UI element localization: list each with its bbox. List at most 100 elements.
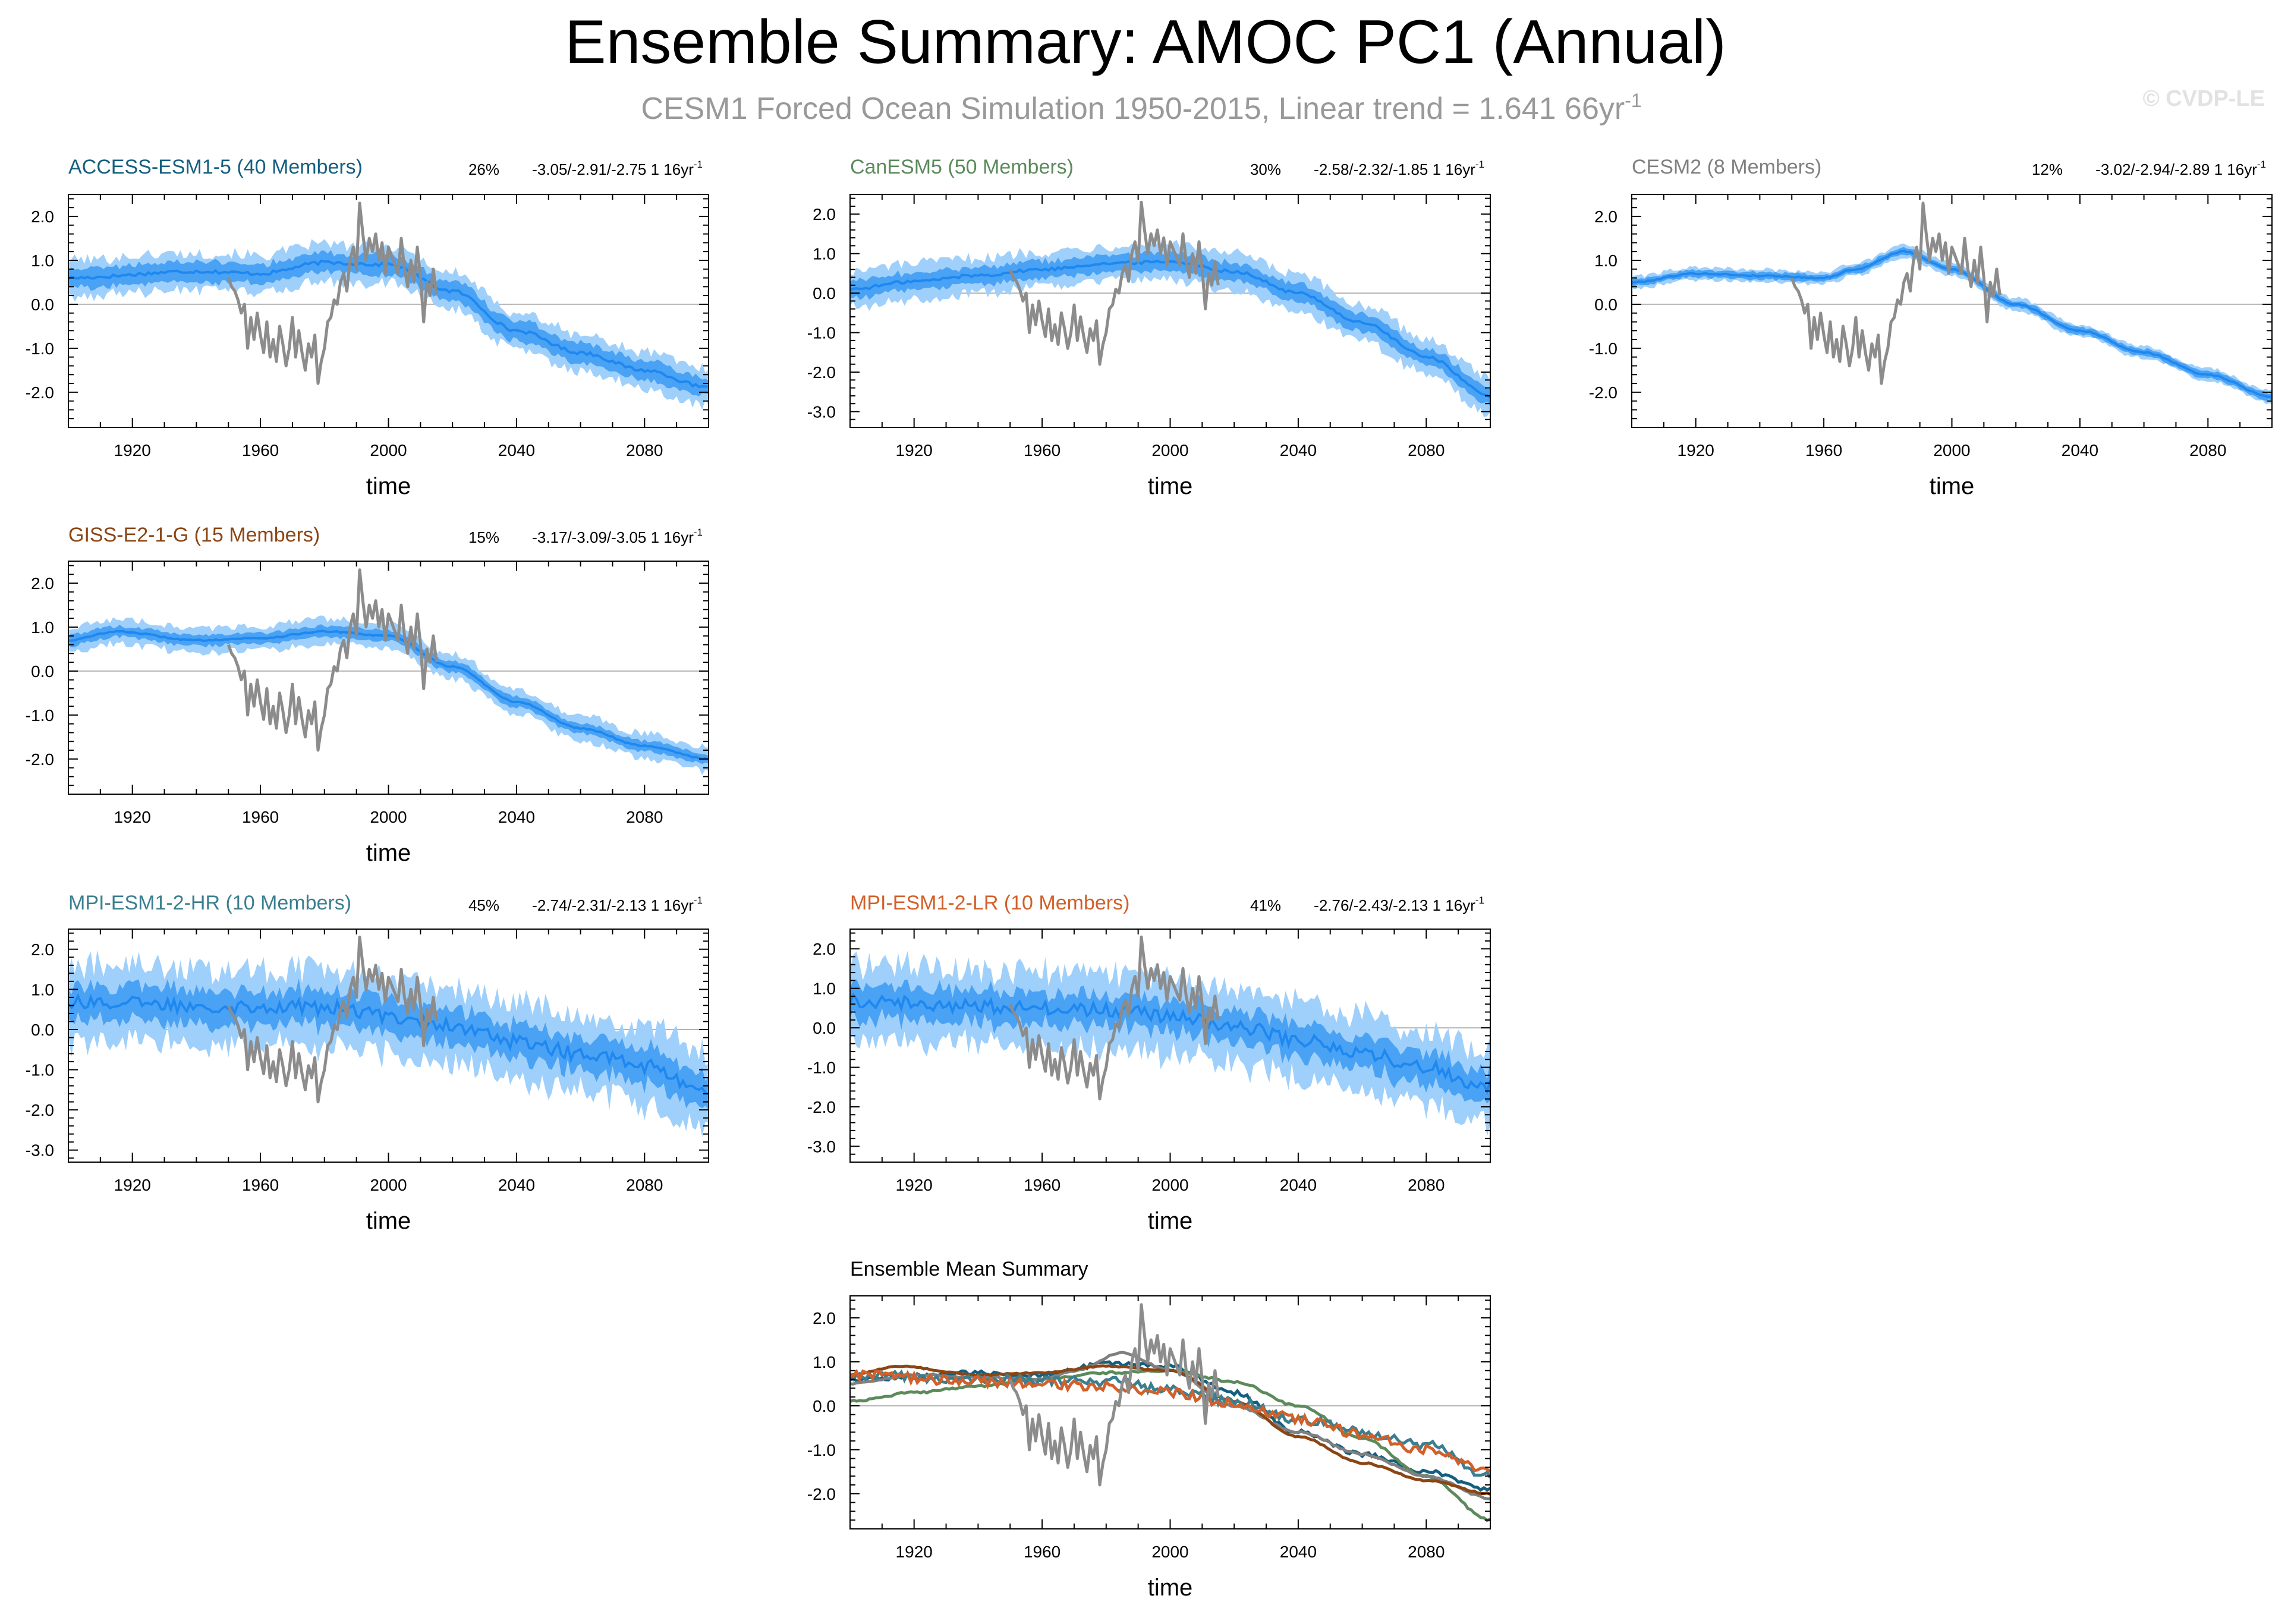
xtick-label-cesm2: 2080 bbox=[2189, 441, 2226, 459]
plot-area-mpihr bbox=[68, 936, 709, 1138]
ytick-label-canesm: 0.0 bbox=[813, 284, 836, 303]
xtick-label-cesm2: 2000 bbox=[1933, 441, 1970, 459]
plot-area-access bbox=[68, 202, 709, 410]
panel-title-canesm: CanESM5 (50 Members) bbox=[850, 156, 1074, 178]
xtick-label-mpihr: 1960 bbox=[242, 1176, 279, 1194]
panel-frame-access bbox=[68, 194, 709, 428]
panel-stats-sup-mpihr: -1 bbox=[694, 895, 703, 906]
ytick-label-mpilr: -1.0 bbox=[807, 1059, 836, 1077]
xtick-label-access: 2000 bbox=[370, 441, 407, 459]
xtick-label-mpihr: 2040 bbox=[498, 1176, 535, 1194]
band-inner-mpihr bbox=[68, 978, 709, 1110]
xtick-label-canesm: 2000 bbox=[1151, 441, 1188, 459]
xtick-label-summary: 1960 bbox=[1024, 1543, 1060, 1561]
panel-stats-mpilr: -2.76/-2.43/-2.13 1 16yr-1 bbox=[1314, 895, 1484, 914]
ensemble-mean-line-canesm bbox=[850, 259, 1490, 398]
ytick-label-canesm: -3.0 bbox=[807, 402, 836, 421]
xtick-label-giss: 1920 bbox=[114, 808, 151, 826]
panel-stats-text-mpilr: -2.76/-2.43/-2.13 1 16yr bbox=[1314, 896, 1475, 914]
panel-stats-giss: -3.17/-3.09/-3.05 1 16yr-1 bbox=[532, 527, 703, 546]
xtick-label-mpihr: 1920 bbox=[114, 1176, 151, 1194]
subtitle-text: CESM1 Forced Ocean Simulation 1950-2015,… bbox=[641, 92, 1625, 126]
ytick-label-access: 2.0 bbox=[31, 207, 54, 226]
ensemble-mean-line-cesm2 bbox=[1632, 250, 2272, 398]
xlabel-canesm: time bbox=[1148, 473, 1193, 499]
panel-pct-giss: 15% bbox=[468, 528, 499, 546]
xlabel-mpilr: time bbox=[1148, 1208, 1193, 1234]
ytick-label-cesm2: 1.0 bbox=[1594, 251, 1617, 270]
ytick-label-cesm2: -1.0 bbox=[1589, 339, 1617, 358]
xlabel-access: time bbox=[366, 473, 411, 499]
ytick-label-giss: 1.0 bbox=[31, 618, 54, 637]
watermark: © CVDP-LE bbox=[2143, 86, 2265, 111]
panel-stats-text-canesm: -2.58/-2.32/-1.85 1 16yr bbox=[1314, 160, 1475, 178]
ytick-label-mpilr: 0.0 bbox=[813, 1019, 836, 1037]
ensemble-mean-line-access bbox=[68, 259, 709, 389]
ytick-label-cesm2: -2.0 bbox=[1589, 383, 1617, 402]
ytick-label-cesm2: 0.0 bbox=[1594, 295, 1617, 314]
panel-stats-text-access: -3.05/-2.91/-2.75 1 16yr bbox=[532, 160, 694, 178]
plot-area-cesm2 bbox=[1632, 202, 2272, 404]
ytick-label-mpilr: 1.0 bbox=[813, 980, 836, 998]
plot-area-giss bbox=[68, 568, 709, 775]
xtick-label-canesm: 2040 bbox=[1280, 441, 1317, 459]
xtick-label-mpilr: 2040 bbox=[1280, 1176, 1317, 1194]
main-title: Ensemble Summary: AMOC PC1 (Annual) bbox=[565, 8, 1726, 77]
ytick-label-cesm2: 2.0 bbox=[1594, 207, 1617, 226]
observation-line-access bbox=[226, 202, 438, 385]
xtick-label-giss: 2040 bbox=[498, 808, 535, 826]
ensemble-mean-line-giss bbox=[68, 630, 709, 761]
xtick-label-summary: 2040 bbox=[1280, 1543, 1317, 1561]
ytick-label-giss: 2.0 bbox=[31, 574, 54, 593]
panel-stats-sup-canesm: -1 bbox=[1475, 159, 1484, 170]
ytick-label-mpilr: 2.0 bbox=[813, 940, 836, 958]
plot-area-canesm bbox=[850, 200, 1490, 417]
xtick-label-canesm: 1960 bbox=[1024, 441, 1060, 459]
xtick-label-canesm: 1920 bbox=[896, 441, 933, 459]
panel-stats-cesm2: -3.02/-2.94/-2.89 1 16yr-1 bbox=[2095, 159, 2266, 178]
ytick-label-mpilr: -3.0 bbox=[807, 1137, 836, 1156]
panel-title-cesm2: CESM2 (8 Members) bbox=[1632, 156, 1821, 178]
panel-title-mpihr: MPI-ESM1-2-HR (10 Members) bbox=[68, 892, 351, 914]
ytick-label-summary: 0.0 bbox=[813, 1397, 836, 1415]
observation-line-cesm2 bbox=[1790, 202, 2002, 385]
xtick-label-access: 1920 bbox=[114, 441, 151, 459]
observation-line-summary bbox=[1008, 1303, 1220, 1487]
panel-pct-canesm: 30% bbox=[1250, 160, 1281, 178]
panel-stats-sup-giss: -1 bbox=[694, 527, 703, 538]
summary-line-mpilr bbox=[850, 1368, 1490, 1473]
plot-area-summary bbox=[850, 1303, 1490, 1522]
panel-pct-mpilr: 41% bbox=[1250, 896, 1281, 914]
xtick-label-cesm2: 1920 bbox=[1678, 441, 1714, 459]
xtick-label-access: 2040 bbox=[498, 441, 535, 459]
panel-stats-text-giss: -3.17/-3.09/-3.05 1 16yr bbox=[532, 528, 694, 546]
ytick-label-canesm: -1.0 bbox=[807, 324, 836, 342]
xtick-label-giss: 1960 bbox=[242, 808, 279, 826]
ytick-label-giss: -2.0 bbox=[26, 750, 54, 769]
ytick-label-access: 0.0 bbox=[31, 295, 54, 314]
observation-line-canesm bbox=[1008, 200, 1220, 366]
panel-frame-cesm2 bbox=[1631, 194, 2273, 428]
panel-pct-mpihr: 45% bbox=[468, 896, 499, 914]
panel-title-summary: Ensemble Mean Summary bbox=[850, 1258, 1088, 1280]
xtick-label-mpilr: 1920 bbox=[896, 1176, 933, 1194]
panel-stats-mpihr: -2.74/-2.31/-2.13 1 16yr-1 bbox=[532, 895, 703, 914]
ytick-label-summary: 1.0 bbox=[813, 1353, 836, 1371]
ytick-label-giss: 0.0 bbox=[31, 662, 54, 681]
ytick-label-summary: 2.0 bbox=[813, 1309, 836, 1327]
xtick-label-mpihr: 2000 bbox=[370, 1176, 407, 1194]
xtick-label-summary: 1920 bbox=[896, 1543, 933, 1561]
xlabel-giss: time bbox=[366, 840, 411, 866]
panel-title-access: ACCESS-ESM1-5 (40 Members) bbox=[68, 156, 363, 178]
panel-canesm: CanESM5 (50 Members) 30% -2.58/-2.32/-1.85… bbox=[807, 156, 1491, 499]
panel-stats-sup-cesm2: -1 bbox=[2257, 159, 2266, 170]
band-inner-canesm bbox=[850, 250, 1490, 405]
xtick-label-access: 2080 bbox=[626, 441, 663, 459]
summary-line-giss bbox=[850, 1364, 1490, 1496]
observation-line-giss bbox=[226, 568, 438, 752]
xtick-label-mpihr: 2080 bbox=[626, 1176, 663, 1194]
observation-line-mpihr bbox=[226, 936, 438, 1104]
xtick-label-giss: 2080 bbox=[626, 808, 663, 826]
ytick-label-mpihr: 0.0 bbox=[31, 1021, 54, 1039]
